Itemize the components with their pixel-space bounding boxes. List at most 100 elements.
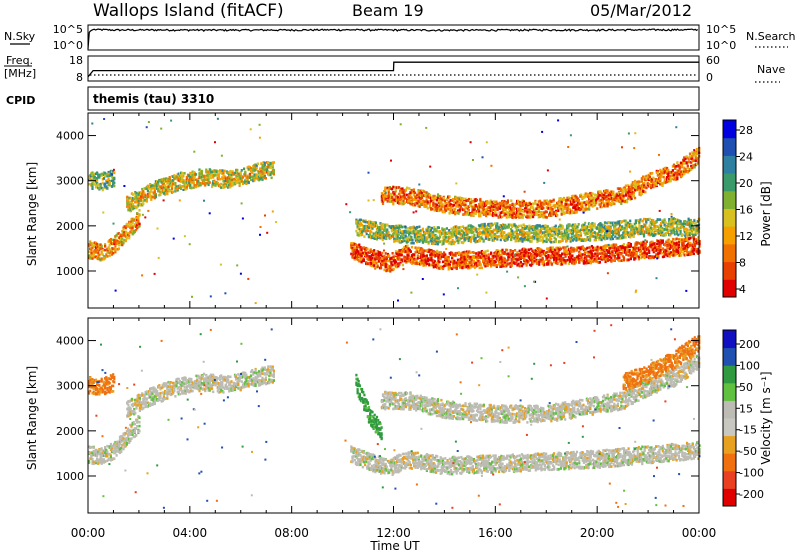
power-echo-cell [544, 215, 547, 219]
power-echo-cell [595, 256, 598, 259]
power-echo-cell [131, 193, 135, 196]
power-echo-cell [462, 208, 465, 212]
power-echo-cell [199, 176, 202, 180]
power-echo-cell [676, 161, 679, 165]
power-echo-cell [695, 162, 698, 166]
power-echo-cell [358, 224, 361, 228]
power-echo-cell [619, 253, 622, 256]
power-echo-cell [510, 199, 513, 202]
power-echo-cell [578, 246, 581, 249]
power-echo-cell [401, 232, 404, 235]
power-echo-cell [629, 245, 632, 248]
power-echo-cell [648, 255, 651, 258]
power-echo-cell [590, 199, 593, 203]
power-echo-cell [577, 198, 580, 202]
power-echo-cell [634, 254, 637, 257]
power-echo-cell [486, 249, 489, 253]
power-echo-cell [562, 212, 566, 215]
power-echo-cell [672, 242, 675, 246]
power-echo-cell [534, 201, 537, 204]
power-echo-cell [579, 258, 582, 262]
power-echo-cell [408, 248, 411, 252]
power-echo-cell [402, 246, 406, 249]
power-echo-cell [108, 183, 111, 187]
power-echo-cell [457, 212, 460, 215]
power-echo-cell [662, 175, 665, 179]
power-echo-cell [604, 191, 607, 195]
power-echo-cell [549, 256, 552, 260]
power-echo-cell [685, 169, 688, 173]
power-echo-cell [513, 203, 516, 207]
power-echo-cell [541, 260, 544, 264]
power-echo-cell [553, 203, 556, 207]
power-echo-cell [585, 247, 588, 251]
power-echo-cell [620, 259, 623, 262]
power-echo-cell [663, 171, 666, 174]
power-echo-cell [359, 255, 362, 259]
power-echo-cell [223, 169, 226, 173]
power-echo-cell [244, 179, 247, 182]
power-echo-cell [581, 204, 584, 207]
power-echo-cell [485, 256, 488, 260]
power-echo-cell [117, 247, 120, 250]
power-echo-cell [514, 210, 517, 214]
power-echo-cell [694, 159, 697, 163]
power-echo-cell [94, 250, 98, 253]
power-echo-cell [398, 236, 401, 240]
power-echo-cell [535, 207, 538, 210]
power-echo-cell [204, 178, 207, 182]
power-echo-cell [657, 246, 660, 250]
power-echo-cell [422, 251, 425, 255]
power-echo-cell [651, 240, 654, 244]
power-echo-cell [692, 236, 695, 239]
power-echo-cell [545, 199, 548, 202]
power-echo-cell [519, 207, 522, 210]
power-echo-cell [638, 250, 642, 254]
power-echo-cell [642, 247, 645, 250]
power-echo-cell [194, 173, 198, 176]
power-echo-cell [644, 190, 647, 194]
power-echo-cell [567, 196, 570, 199]
power-echo-cell [487, 256, 490, 259]
power-echo-cell [387, 188, 390, 192]
power-echo-cell [601, 258, 604, 261]
power-echo-cell [478, 214, 481, 218]
power-echo-cell [485, 200, 488, 204]
power-echo-cell [112, 251, 115, 255]
power-echo-cell [674, 166, 677, 169]
power-echo-cell [402, 191, 405, 194]
power-echo-cell [129, 224, 132, 227]
power-echo-cell [520, 251, 524, 255]
power-echo-cell [572, 206, 575, 209]
power-echo-cell [625, 190, 629, 193]
power-echo-cell [510, 211, 513, 215]
power-echo-cell [464, 202, 467, 206]
power-echo-cell [493, 259, 496, 263]
power-echo-cell [484, 264, 487, 268]
power-echo-cell [526, 204, 529, 208]
power-echo-cell [587, 261, 590, 265]
power-echo-cell [564, 246, 567, 249]
power-echo-cell [537, 200, 540, 203]
freq-label-bottom: [MHz] [4, 67, 36, 80]
power-echo-cell [648, 175, 651, 179]
power-echo-cell [537, 210, 540, 213]
power-echo-cell [683, 162, 686, 165]
power-echo-cell [419, 194, 422, 198]
power-echo-cell [685, 155, 688, 158]
power-echo-cell [407, 257, 410, 260]
power-echo-cell [398, 239, 401, 242]
power-echo-cell [669, 174, 672, 178]
power-echo-cell [697, 242, 700, 245]
nave-label: Nave [757, 63, 785, 76]
power-echo-cell [584, 205, 587, 209]
power-echo-cell [369, 256, 372, 260]
power-echo-cell [432, 264, 435, 268]
power-echo-cell [398, 229, 401, 233]
power-echo-cell [593, 193, 597, 197]
power-echo-cell [467, 210, 470, 214]
power-echo-cell [518, 257, 521, 261]
power-echo-cell [200, 169, 203, 173]
power-echo-cell [406, 227, 410, 230]
power-echo-cell [245, 180, 248, 184]
